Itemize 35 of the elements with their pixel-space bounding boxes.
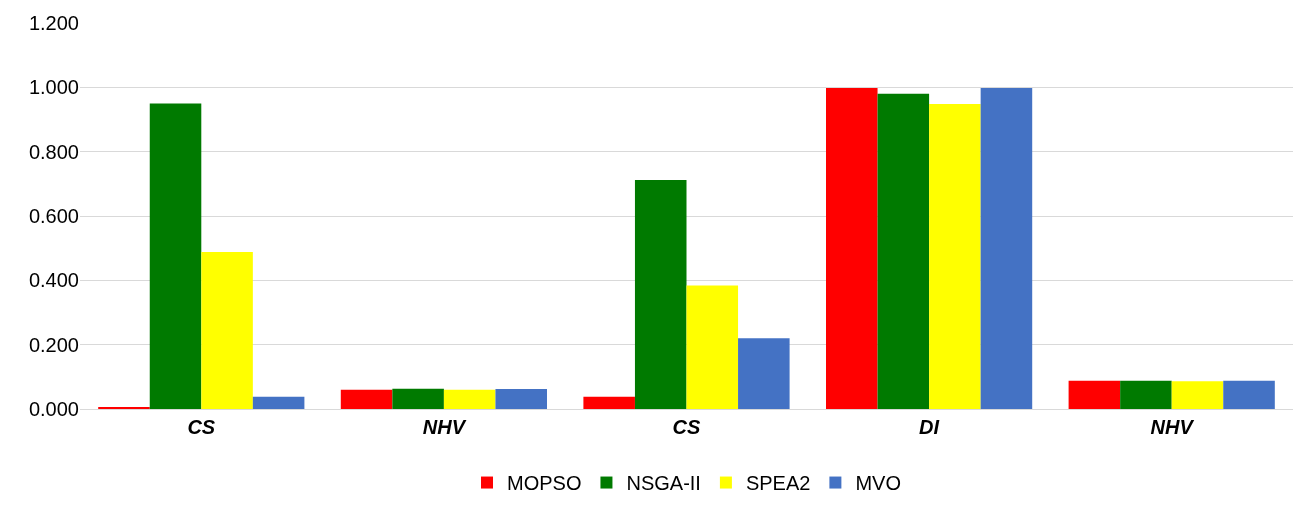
bar [252,396,305,409]
x-tick-label: NHV [1150,416,1195,438]
bar [929,104,981,409]
y-tick-label: 1.200 [28,12,79,34]
x-tick-label: CS [187,416,216,438]
bar [201,252,253,409]
bar [495,389,547,409]
legend-label: SPEA2 [745,472,811,495]
legend-label: MVO [855,472,901,495]
bar [826,87,878,409]
x-tick-label: CS [672,416,702,438]
bar [980,87,1033,409]
y-tick-label: 0.000 [28,398,79,420]
y-tick-label: 0.200 [28,333,79,356]
bar [1120,380,1172,409]
bar [443,389,496,409]
legend-label: NSGA-II [626,472,701,495]
bar [583,396,635,409]
bar [634,179,687,409]
bar [340,389,393,409]
y-tick-label: 1.000 [28,76,79,99]
legend-label: MOPSO [507,472,582,495]
bar [1068,380,1121,409]
bar [392,388,444,409]
x-tick-label: NHV [422,416,467,438]
bar [1171,381,1224,409]
x-tick-label: DI [919,416,940,438]
bar [686,285,739,409]
bar [149,103,202,409]
y-tick-label: 0.800 [28,140,79,163]
bar [1223,380,1275,409]
bar [738,338,790,409]
y-tick-label: 0.600 [28,205,79,227]
y-tick-label: 0.400 [28,269,79,292]
bar [877,93,930,409]
